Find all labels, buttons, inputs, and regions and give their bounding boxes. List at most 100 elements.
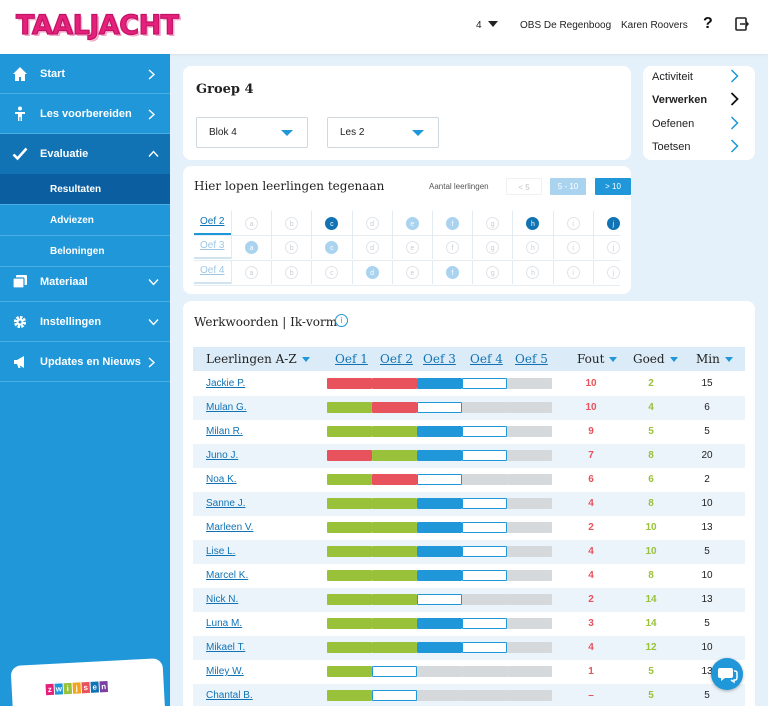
oef5-header[interactable]: Oef 5: [515, 352, 548, 366]
student-name-link[interactable]: Milan R.: [206, 426, 243, 437]
letter-circle[interactable]: b: [285, 265, 299, 279]
letter-circle[interactable]: j: [606, 240, 620, 254]
letter-circle[interactable]: g: [486, 216, 500, 230]
logout-icon[interactable]: [735, 17, 750, 36]
grid-row-label[interactable]: Oef 2: [194, 211, 232, 235]
sidebar-item-start[interactable]: Start: [0, 54, 170, 94]
letter-circle[interactable]: h: [526, 216, 540, 230]
student-name-link[interactable]: Marcel K.: [206, 570, 249, 581]
letter-circle[interactable]: j: [606, 265, 620, 279]
letter-circle[interactable]: f: [446, 240, 459, 254]
sidebar-subitem-adviezen[interactable]: Adviezen: [0, 205, 170, 236]
student-name-link[interactable]: Mikael T.: [206, 642, 246, 653]
letter-circle[interactable]: d: [365, 240, 379, 254]
letter-circle[interactable]: d: [365, 265, 379, 279]
goed-count: 5: [648, 690, 654, 701]
sidebar-item-materiaal[interactable]: Materiaal: [0, 262, 170, 302]
student-name-link[interactable]: Chantal B.: [206, 690, 253, 701]
exercise-progress-bar: [417, 378, 462, 389]
taaljacht-logo[interactable]: TAALJACHT: [15, 9, 179, 41]
filter-lt5-button[interactable]: < 5: [506, 178, 542, 195]
blok-select[interactable]: Blok 4: [196, 117, 308, 148]
group-selector[interactable]: 4: [476, 20, 498, 31]
filter-gt10-button[interactable]: > 10: [595, 178, 631, 195]
letter-circle[interactable]: c: [325, 265, 339, 279]
letter-circle[interactable]: e: [405, 216, 419, 230]
nav-oefenen[interactable]: Oefenen: [652, 116, 739, 130]
student-name-link[interactable]: Juno J.: [206, 450, 239, 461]
student-name-link[interactable]: Sanne J.: [206, 498, 246, 509]
oef2-header[interactable]: Oef 2: [380, 352, 413, 366]
letter-circle[interactable]: a: [245, 265, 258, 279]
letter-circle[interactable]: e: [405, 265, 419, 279]
letter-circle[interactable]: i: [566, 265, 580, 279]
letter-circle[interactable]: d: [365, 216, 379, 230]
student-name-link[interactable]: Mulan G.: [206, 402, 247, 413]
exercise-progress-bar: [372, 666, 417, 677]
gear-icon: [13, 315, 27, 329]
nav-label: Oefenen: [652, 118, 695, 130]
les-select[interactable]: Les 2: [327, 117, 439, 148]
grid-cell: i: [552, 211, 593, 235]
filter-5-10-button[interactable]: 5 - 10: [550, 178, 586, 195]
nav-verwerken[interactable]: Verwerken: [652, 92, 739, 106]
letter-circle[interactable]: j: [606, 216, 620, 230]
sidebar-subitem-beloningen[interactable]: Beloningen: [0, 236, 170, 267]
student-name-link[interactable]: Jackie P.: [206, 378, 246, 389]
sort-fout-header[interactable]: Fout: [577, 352, 618, 366]
goed-count: 2: [648, 378, 654, 389]
letter-circle[interactable]: f: [446, 265, 459, 279]
grid-row-label[interactable]: Oef 4: [194, 260, 232, 284]
student-name-link[interactable]: Miley W.: [206, 666, 244, 677]
grid-divider: [194, 285, 620, 286]
user-name[interactable]: Karen Roovers: [621, 20, 688, 31]
letter-circle[interactable]: h: [526, 240, 540, 254]
letter-circle[interactable]: g: [486, 265, 500, 279]
student-name-link[interactable]: Noa K.: [206, 474, 237, 485]
letter-circle[interactable]: i: [566, 216, 580, 230]
exercise-progress-bar: [372, 594, 417, 605]
letter-circle[interactable]: a: [245, 216, 258, 230]
letter-circle[interactable]: c: [325, 216, 339, 230]
table-row: Mikael T. 4 12 10: [193, 636, 745, 660]
letter-circle[interactable]: g: [486, 240, 500, 254]
sort-leerlingen-header[interactable]: Leerlingen A-Z: [206, 352, 310, 366]
sort-min-header[interactable]: Min: [696, 352, 733, 366]
letter-circle[interactable]: c: [325, 240, 339, 254]
sidebar-item-updates-en-nieuws[interactable]: Updates en Nieuws: [0, 342, 170, 382]
letter-circle[interactable]: b: [285, 240, 299, 254]
goed-count: 8: [648, 450, 654, 461]
info-icon[interactable]: i: [335, 314, 348, 327]
min-count: 10: [701, 570, 713, 581]
min-count: 5: [704, 618, 710, 629]
letter-circle[interactable]: i: [566, 240, 580, 254]
letter-circle[interactable]: h: [526, 265, 540, 279]
activity-nav-card: Activiteit Verwerken Oefenen Toetsen: [643, 66, 755, 160]
student-name-link[interactable]: Luna M.: [206, 618, 243, 629]
help-icon[interactable]: ?: [703, 15, 713, 32]
oef3-header[interactable]: Oef 3: [423, 352, 456, 366]
nav-activiteit[interactable]: Activiteit: [652, 69, 739, 83]
sort-goed-header[interactable]: Goed: [633, 352, 678, 366]
letter-circle[interactable]: a: [245, 240, 258, 254]
chat-button[interactable]: [711, 658, 743, 690]
letter-circle[interactable]: e: [405, 240, 419, 254]
grid-row-label[interactable]: Oef 3: [194, 235, 232, 259]
student-name-link[interactable]: Marleen V.: [206, 522, 254, 533]
sidebar-item-instellingen[interactable]: Instellingen: [0, 302, 170, 342]
nav-toetsen[interactable]: Toetsen: [652, 139, 739, 153]
oef4-header[interactable]: Oef 4: [470, 352, 503, 366]
student-name-link[interactable]: Nick N.: [206, 594, 239, 605]
sidebar-item-les-voorbereiden[interactable]: Les voorbereiden: [0, 94, 170, 134]
oef1-header[interactable]: Oef 1: [335, 352, 368, 366]
letter-circle[interactable]: b: [285, 216, 299, 230]
student-name-link[interactable]: Lise L.: [206, 546, 236, 557]
sidebar-item-evaluatie[interactable]: Evaluatie: [0, 134, 170, 174]
sidebar-subitem-resultaten[interactable]: Resultaten: [0, 174, 170, 205]
school-name[interactable]: OBS De Regenboog: [520, 20, 612, 31]
letter-circle[interactable]: f: [446, 216, 459, 230]
exercise-progress-bar: [462, 498, 507, 509]
grid-divider: [194, 235, 620, 236]
